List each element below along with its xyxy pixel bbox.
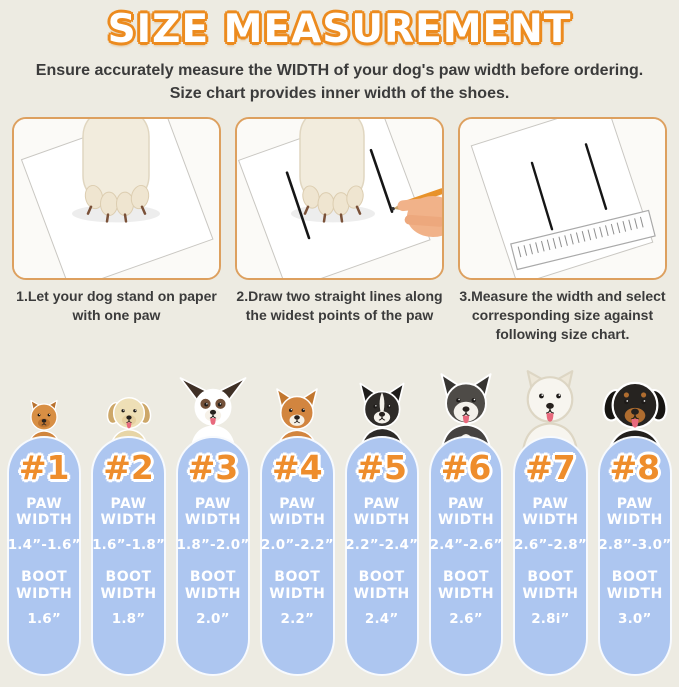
paw-width-label: PAW WIDTH xyxy=(269,496,326,529)
measurement-steps: 1.Let your dog stand on paper with one p… xyxy=(0,117,679,344)
size-pill: #6 PAW WIDTH 2.4”-2.6” BOOT WIDTH 2.6” xyxy=(428,435,504,676)
boot-width-value: 2.4” xyxy=(364,610,399,627)
intro-text: Ensure accurately measure the WIDTH of y… xyxy=(35,61,644,102)
size-column-7: #7 PAW WIDTH 2.6”-2.8” BOOT WIDTH 2.8i” xyxy=(513,370,588,676)
boot-width-value: 2.6” xyxy=(449,610,483,627)
size-pill: #2 PAW WIDTH 1.6”-1.8” BOOT WIDTH 1.8” xyxy=(91,435,166,676)
size-pill: #1 PAW WIDTH 1.4”-1.6” BOOT WIDTH 1.6” xyxy=(7,435,82,676)
hand-drawing-lines-photo xyxy=(235,117,444,281)
paw-width-label: PAW WIDTH xyxy=(16,496,73,529)
step-1: 1.Let your dog stand on paper with one p… xyxy=(12,117,221,344)
boot-width-value: 2.2” xyxy=(280,610,315,627)
size-pill: #5 PAW WIDTH 2.2”-2.4” BOOT WIDTH 2.4” xyxy=(344,435,419,676)
size-column-1: #1 PAW WIDTH 1.4”-1.6” BOOT WIDTH 1.6” xyxy=(7,399,82,676)
size-column-5: #5 PAW WIDTH 2.2”-2.4” BOOT WIDTH 2.4” xyxy=(344,382,419,676)
boot-width-label: BOOT WIDTH xyxy=(100,569,157,602)
paw-width-label: PAW WIDTH xyxy=(606,496,663,529)
boot-width-label: BOOT WIDTH xyxy=(438,569,495,602)
boot-width-value: 3.0” xyxy=(618,610,652,627)
paw-width-label: PAW WIDTH xyxy=(100,496,157,529)
size-column-3: #3 PAW WIDTH 1.8”-2.0” BOOT WIDTH 2.0” xyxy=(175,377,251,676)
boot-width-value: 2.0” xyxy=(196,610,230,627)
boot-width-label: BOOT WIDTH xyxy=(353,569,410,602)
paw-width-value: 2.4”-2.6” xyxy=(429,537,503,554)
size-pill: #7 PAW WIDTH 2.6”-2.8” BOOT WIDTH 2.8i” xyxy=(513,435,588,676)
boot-width-value: 2.8i” xyxy=(531,610,570,627)
size-number: #6 xyxy=(440,447,492,487)
size-number: #1 xyxy=(18,447,70,487)
boot-width-label: BOOT WIDTH xyxy=(269,569,326,602)
paw-width-value: 2.8”-3.0” xyxy=(598,537,672,554)
boot-width-value: 1.6” xyxy=(27,610,61,627)
size-column-8: #8 PAW WIDTH 2.8”-3.0” BOOT WIDTH 3.0” xyxy=(597,381,672,676)
size-number: #3 xyxy=(187,447,239,487)
size-number: #7 xyxy=(525,447,576,487)
ruler-measuring-photo xyxy=(458,117,667,281)
size-number: #5 xyxy=(356,447,407,487)
paw-width-label: PAW WIDTH xyxy=(522,496,579,529)
paw-width-value: 1.8”-2.0” xyxy=(176,537,250,554)
dog-paw-on-paper-photo xyxy=(12,117,221,281)
size-number: #4 xyxy=(272,447,323,487)
size-column-6: #6 PAW WIDTH 2.4”-2.6” BOOT WIDTH 2.6” xyxy=(428,373,504,676)
paw-width-label: PAW WIDTH xyxy=(353,496,410,529)
paw-width-value: 1.6”-1.8” xyxy=(92,537,166,554)
step-2-caption: 2.Draw two straight lines along the wide… xyxy=(236,288,443,324)
size-number: #8 xyxy=(609,447,661,487)
size-column-4: #4 PAW WIDTH 2.0”-2.2” BOOT WIDTH 2.2” xyxy=(260,388,335,676)
paw-width-value: 2.2”-2.4” xyxy=(345,537,419,554)
boot-width-label: BOOT WIDTH xyxy=(522,569,579,602)
size-chart: #1 PAW WIDTH 1.4”-1.6” BOOT WIDTH 1.6” #… xyxy=(0,346,679,676)
page-title: SIZE MEASUREMENT xyxy=(107,7,572,52)
step-3-caption: 3.Measure the width and select correspon… xyxy=(459,288,666,343)
paw-width-value: 1.4”-1.6” xyxy=(7,537,81,554)
step-3: 3.Measure the width and select correspon… xyxy=(458,117,667,344)
step-1-caption: 1.Let your dog stand on paper with one p… xyxy=(16,288,217,324)
size-pill: #8 PAW WIDTH 2.8”-3.0” BOOT WIDTH 3.0” xyxy=(597,435,672,676)
paw-width-label: PAW WIDTH xyxy=(184,496,241,529)
boot-width-label: BOOT WIDTH xyxy=(606,569,663,602)
size-column-2: #2 PAW WIDTH 1.6”-1.8” BOOT WIDTH 1.8” xyxy=(91,397,166,676)
boot-width-value: 1.8” xyxy=(111,610,146,627)
paw-width-label: PAW WIDTH xyxy=(438,496,495,529)
paw-width-value: 2.6”-2.8” xyxy=(513,537,587,554)
paw-width-value: 2.0”-2.2” xyxy=(260,537,334,554)
size-pill: #4 PAW WIDTH 2.0”-2.2” BOOT WIDTH 2.2” xyxy=(260,435,335,676)
size-number: #2 xyxy=(103,447,154,487)
step-2: 2.Draw two straight lines along the wide… xyxy=(235,117,444,344)
size-pill: #3 PAW WIDTH 1.8”-2.0” BOOT WIDTH 2.0” xyxy=(175,435,251,676)
boot-width-label: BOOT WIDTH xyxy=(16,569,73,602)
boot-width-label: BOOT WIDTH xyxy=(184,569,241,602)
